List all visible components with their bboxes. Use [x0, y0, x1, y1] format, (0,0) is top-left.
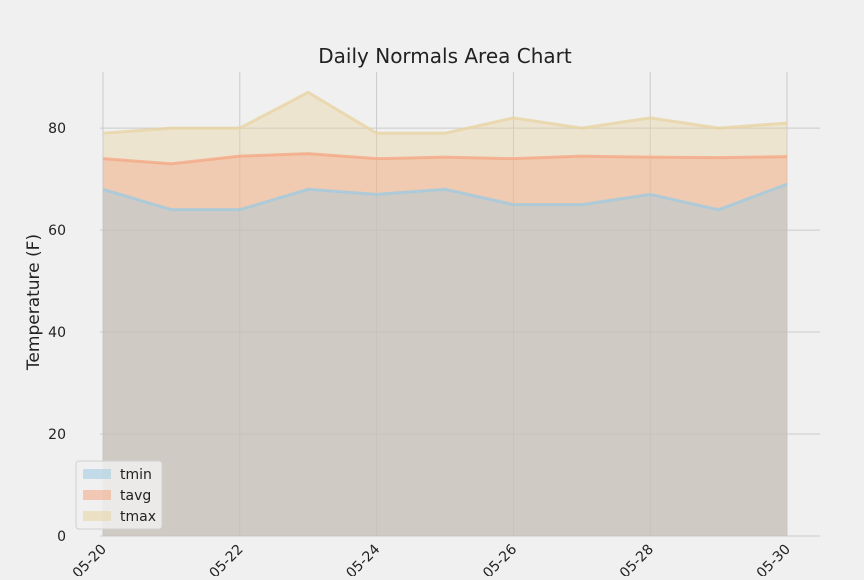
x-tick-label: 05-22 [207, 542, 247, 576]
x-tick-label: 05-20 [70, 542, 110, 576]
legend-label-tavg: tavg [120, 488, 151, 504]
y-axis-label: Temperature (F) [24, 234, 44, 371]
y-tick-label: 40 [48, 325, 66, 341]
y-tick-label: 80 [48, 121, 66, 137]
line-tmax [102, 90, 788, 135]
area-tmin [103, 184, 787, 536]
line-tmin [102, 182, 788, 212]
line-tavg [102, 152, 788, 166]
plot-area [102, 90, 788, 537]
y-tick-label: 20 [48, 427, 66, 443]
legend-label-tmin: tmin [120, 467, 152, 483]
x-tick-label: 05-30 [754, 542, 794, 576]
chart-title: Daily Normals Area Chart [318, 44, 572, 68]
legend-label-tmax: tmax [120, 509, 156, 525]
legend-swatch-tavg [83, 490, 111, 500]
x-tick-label: 05-26 [480, 541, 520, 576]
legend-swatch-tmin [83, 469, 111, 479]
x-tick-label: 05-28 [617, 542, 657, 576]
area-tmax [103, 92, 787, 537]
y-tick-label: 0 [57, 529, 66, 545]
y-tick-label: 60 [48, 223, 66, 239]
x-tick-label: 05-24 [343, 541, 383, 576]
area-tavg [103, 153, 787, 537]
legend: tmin tavg tmax [75, 460, 163, 530]
legend-swatch-tmax [83, 511, 111, 521]
